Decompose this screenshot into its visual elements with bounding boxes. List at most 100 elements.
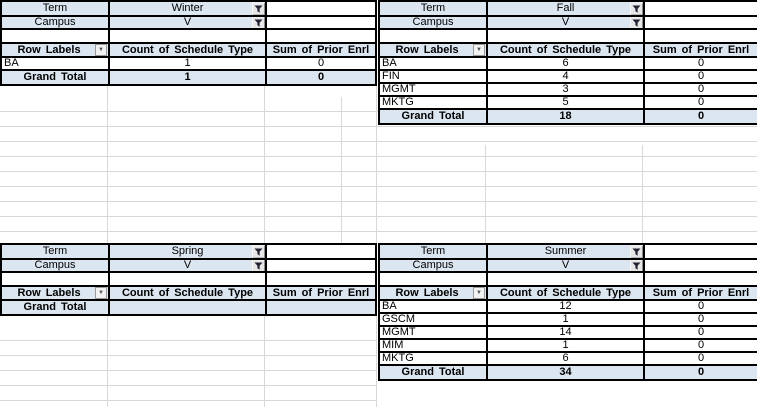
count-column-header[interactable]: Count of Schedule Type bbox=[108, 285, 267, 301]
term-filter-icon[interactable] bbox=[252, 3, 264, 14]
blank-cell[interactable] bbox=[643, 28, 757, 44]
row-labels-header[interactable]: Row Labels ▼ bbox=[0, 285, 110, 301]
grand-total-count[interactable] bbox=[108, 299, 267, 316]
blank-cell[interactable] bbox=[265, 0, 377, 17]
sum-cell[interactable]: 0 bbox=[643, 338, 757, 353]
blank-cell[interactable] bbox=[378, 271, 488, 287]
term-filter-icon[interactable] bbox=[630, 3, 642, 14]
blank-cell[interactable] bbox=[486, 271, 645, 287]
grand-total-count[interactable]: 18 bbox=[486, 108, 645, 125]
blank-cell[interactable] bbox=[643, 271, 757, 287]
blank-cell[interactable] bbox=[108, 28, 267, 44]
count-cell[interactable]: 6 bbox=[486, 351, 645, 366]
sum-cell[interactable]: 0 bbox=[643, 82, 757, 97]
sum-cell[interactable]: 0 bbox=[643, 325, 757, 340]
grand-total-sum[interactable]: 0 bbox=[643, 364, 757, 381]
term-label-cell[interactable]: Term bbox=[378, 0, 488, 17]
count-cell[interactable]: 1 bbox=[486, 338, 645, 353]
row-labels-header[interactable]: Row Labels ▼ bbox=[378, 285, 488, 301]
sum-column-header[interactable]: Sum of Prior Enrl bbox=[643, 42, 757, 58]
count-cell[interactable]: 5 bbox=[486, 95, 645, 110]
campus-filter-icon[interactable] bbox=[630, 261, 642, 270]
campus-label-cell[interactable]: Campus bbox=[0, 15, 110, 30]
row-label-cell[interactable]: FIN bbox=[378, 69, 488, 84]
row-label-cell[interactable]: BA bbox=[378, 56, 488, 71]
count-cell[interactable]: 1 bbox=[108, 56, 267, 71]
term-value-cell[interactable]: Fall bbox=[486, 0, 645, 17]
blank-cell[interactable] bbox=[486, 28, 645, 44]
row-label-cell[interactable]: BA bbox=[0, 56, 110, 71]
blank-cell[interactable] bbox=[265, 271, 377, 287]
sum-cell[interactable]: 0 bbox=[643, 69, 757, 84]
grand-total-count[interactable]: 34 bbox=[486, 364, 645, 381]
blank-cell[interactable] bbox=[643, 243, 757, 260]
term-label-cell[interactable]: Term bbox=[378, 243, 488, 260]
sum-cell[interactable]: 0 bbox=[643, 351, 757, 366]
campus-label-cell[interactable]: Campus bbox=[378, 15, 488, 30]
row-labels-dropdown-icon[interactable]: ▼ bbox=[473, 45, 485, 55]
sum-cell[interactable]: 0 bbox=[643, 312, 757, 327]
campus-label-cell[interactable]: Campus bbox=[378, 258, 488, 273]
count-cell[interactable]: 6 bbox=[486, 56, 645, 71]
sum-column-header[interactable]: Sum of Prior Enrl bbox=[643, 285, 757, 301]
row-label-cell[interactable]: MKTG bbox=[378, 95, 488, 110]
row-label-cell[interactable]: GSCM bbox=[378, 312, 488, 327]
row-label-cell[interactable]: MGMT bbox=[378, 82, 488, 97]
grand-total-label[interactable]: Grand Total bbox=[0, 299, 110, 316]
campus-label-cell[interactable]: Campus bbox=[0, 258, 110, 273]
blank-cell[interactable] bbox=[108, 271, 267, 287]
blank-cell[interactable] bbox=[643, 15, 757, 30]
campus-filter-icon[interactable] bbox=[252, 18, 264, 27]
row-label-cell[interactable]: BA bbox=[378, 299, 488, 314]
campus-filter-icon[interactable] bbox=[630, 18, 642, 27]
grand-total-count[interactable]: 1 bbox=[108, 69, 267, 86]
blank-cell[interactable] bbox=[378, 28, 488, 44]
grand-total-label[interactable]: Grand Total bbox=[0, 69, 110, 86]
term-value-cell[interactable]: Summer bbox=[486, 243, 645, 260]
blank-cell[interactable] bbox=[0, 271, 110, 287]
term-value-cell[interactable]: Spring bbox=[108, 243, 267, 260]
grand-total-sum[interactable]: 0 bbox=[265, 69, 377, 86]
count-column-header[interactable]: Count of Schedule Type bbox=[108, 42, 267, 58]
count-cell[interactable]: 4 bbox=[486, 69, 645, 84]
sum-cell[interactable]: 0 bbox=[643, 56, 757, 71]
row-labels-header[interactable]: Row Labels ▼ bbox=[378, 42, 488, 58]
row-label-cell[interactable]: MGMT bbox=[378, 325, 488, 340]
term-filter-icon[interactable] bbox=[630, 246, 642, 257]
count-cell[interactable]: 14 bbox=[486, 325, 645, 340]
sum-cell[interactable]: 0 bbox=[643, 95, 757, 110]
campus-value-cell[interactable]: V bbox=[486, 15, 645, 30]
blank-cell[interactable] bbox=[0, 28, 110, 44]
sum-column-header[interactable]: Sum of Prior Enrl bbox=[265, 42, 377, 58]
campus-value-cell[interactable]: V bbox=[486, 258, 645, 273]
row-labels-dropdown-icon[interactable]: ▼ bbox=[95, 288, 107, 298]
blank-cell[interactable] bbox=[265, 28, 377, 44]
grand-total-sum[interactable]: 0 bbox=[643, 108, 757, 125]
row-labels-dropdown-icon[interactable]: ▼ bbox=[473, 288, 485, 298]
blank-cell[interactable] bbox=[643, 0, 757, 17]
row-label-cell[interactable]: MIM bbox=[378, 338, 488, 353]
sum-cell[interactable]: 0 bbox=[265, 56, 377, 71]
count-cell[interactable]: 3 bbox=[486, 82, 645, 97]
campus-value-cell[interactable]: V bbox=[108, 258, 267, 273]
blank-cell[interactable] bbox=[265, 243, 377, 260]
term-filter-icon[interactable] bbox=[252, 246, 264, 257]
campus-value-cell[interactable]: V bbox=[108, 15, 267, 30]
campus-filter-icon[interactable] bbox=[252, 261, 264, 270]
count-column-header[interactable]: Count of Schedule Type bbox=[486, 42, 645, 58]
blank-cell[interactable] bbox=[265, 15, 377, 30]
grand-total-sum[interactable] bbox=[265, 299, 377, 316]
row-labels-dropdown-icon[interactable]: ▼ bbox=[95, 45, 107, 55]
count-cell[interactable]: 1 bbox=[486, 312, 645, 327]
term-label-cell[interactable]: Term bbox=[0, 0, 110, 17]
blank-cell[interactable] bbox=[265, 258, 377, 273]
blank-cell[interactable] bbox=[643, 258, 757, 273]
count-column-header[interactable]: Count of Schedule Type bbox=[486, 285, 645, 301]
sum-cell[interactable]: 0 bbox=[643, 299, 757, 314]
row-label-cell[interactable]: MKTG bbox=[378, 351, 488, 366]
count-cell[interactable]: 12 bbox=[486, 299, 645, 314]
sum-column-header[interactable]: Sum of Prior Enrl bbox=[265, 285, 377, 301]
grand-total-label[interactable]: Grand Total bbox=[378, 364, 488, 381]
term-label-cell[interactable]: Term bbox=[0, 243, 110, 260]
row-labels-header[interactable]: Row Labels ▼ bbox=[0, 42, 110, 58]
